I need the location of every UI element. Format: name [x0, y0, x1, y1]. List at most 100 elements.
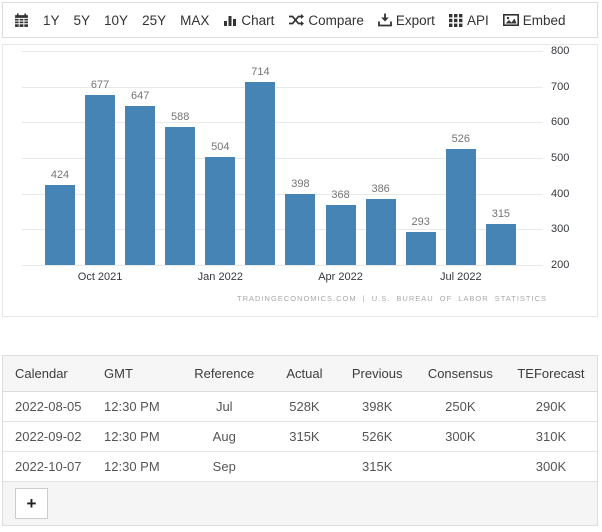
embed-button[interactable]: Embed	[502, 12, 566, 28]
gridline	[22, 122, 543, 124]
table-cell: 12:30 PM	[98, 451, 179, 482]
gridline	[22, 265, 543, 266]
calendar-table-footer: +	[3, 481, 597, 525]
column-header-reference: Reference	[178, 356, 271, 392]
table-cell: Jul	[178, 391, 271, 422]
table-cell: 526K	[338, 421, 416, 452]
bar-oct-2021	[85, 94, 116, 265]
table-cell: 398K	[338, 391, 416, 422]
table-cell: 310K	[504, 421, 597, 452]
range-button-1y[interactable]: 1Y	[43, 12, 60, 28]
embed-button-label: Embed	[522, 12, 566, 28]
api-button[interactable]: API	[448, 12, 489, 28]
bar-value-label: 386	[371, 182, 390, 195]
x-axis-tick: Apr 2022	[318, 271, 363, 283]
table-cell	[270, 451, 339, 482]
range-button-25y[interactable]: 25Y	[142, 12, 167, 28]
range-button-10y[interactable]: 10Y	[104, 12, 129, 28]
table-cell: 12:30 PM	[98, 391, 179, 422]
table-cell: 12:30 PM	[98, 421, 179, 452]
x-axis-tick: Jan 2022	[197, 271, 243, 283]
table-cell: Sep	[178, 451, 271, 482]
bar-value-label: 315	[491, 207, 511, 220]
gridline	[22, 158, 543, 159]
bar-value-label: 504	[211, 140, 230, 153]
bar-jul-2022	[445, 148, 476, 265]
y-axis-tick: 800	[551, 45, 570, 57]
table-cell: 315K	[338, 451, 416, 482]
bar-value-label: 647	[130, 89, 150, 102]
export-button-label: Export	[395, 12, 435, 28]
table-cell	[415, 451, 505, 482]
table-cell: Aug	[178, 421, 271, 452]
compare-icon	[288, 13, 305, 27]
range-button-max[interactable]: MAX	[180, 12, 210, 28]
export-button[interactable]: Export	[378, 13, 435, 28]
column-header-teforecast: TEForecast	[504, 356, 597, 392]
x-axis-tick: Jul 2022	[440, 271, 482, 283]
y-axis-tick: 200	[551, 259, 570, 271]
table-cell: 290K	[504, 391, 597, 422]
y-axis-tick: 600	[551, 116, 570, 129]
api-button-label: API	[466, 12, 489, 28]
calendar-icon	[14, 13, 29, 28]
table-cell: 300K	[415, 421, 505, 452]
bar-value-label: 293	[411, 215, 430, 228]
calendar-table-header: Calendar GMT Reference Actual Previous Consen…	[3, 356, 597, 392]
range-button-5y[interactable]: 5Y	[73, 12, 91, 28]
chart-button-label: Chart	[241, 12, 275, 28]
bar-value-label: 398	[291, 178, 310, 191]
bar-jan-2022	[205, 156, 236, 265]
gridline	[22, 193, 543, 195]
export-icon	[378, 13, 392, 27]
column-header-calendar: Calendar	[3, 356, 99, 392]
payrolls-bar-chart: 424 677 647 588 504 714 398 368 386 293 526 315 Oct …	[2, 44, 598, 317]
chart-attribution: TRADINGECONOMICS.COM | U.S. BUREAU OF LA…	[237, 294, 547, 303]
y-axis-tick: 300	[551, 223, 570, 236]
bar-apr-2022	[325, 205, 356, 265]
calendar-table: Calendar GMT Reference Actual Previous Consen…	[2, 355, 598, 526]
y-axis-tick: 500	[551, 152, 570, 164]
y-axis-tick: 400	[551, 187, 570, 200]
bar-sep-2021	[45, 185, 75, 265]
bar-value-label: 588	[171, 110, 190, 123]
chart-toolbar: 1Y 5Y 10Y 25Y MAX Chart Compare	[2, 2, 598, 38]
y-axis-tick: 700	[551, 80, 570, 93]
bar-feb-2022	[245, 81, 276, 265]
table-row: 2022-08-05 12:30 PM Jul 528K 398K 250K 290K	[3, 391, 597, 422]
bar-nov-2021	[125, 105, 156, 265]
table-cell: 2022-09-02	[3, 421, 99, 452]
chart-plot-area: 424 677 647 588 504 714 398 368 386 293 526 315 Oct …	[22, 51, 543, 283]
bar-chart-icon	[223, 13, 237, 27]
compare-button-label: Compare	[308, 12, 364, 28]
bar-aug-2022	[485, 223, 516, 265]
bar-value-label: 677	[90, 78, 110, 91]
table-cell: 528K	[270, 391, 339, 422]
compare-button[interactable]: Compare	[288, 13, 364, 28]
column-header-consensus: Consensus	[415, 356, 505, 392]
x-axis-tick: Oct 2021	[77, 271, 123, 283]
bar-value-label: 526	[451, 132, 470, 145]
table-cell: 2022-10-07	[3, 451, 99, 482]
table-cell: 250K	[415, 391, 505, 422]
api-icon	[448, 13, 463, 27]
bar-jun-2022	[405, 231, 436, 265]
table-cell: 300K	[504, 451, 597, 482]
table-row: 2022-09-02 12:30 PM Aug 315K 526K 300K 310K	[3, 421, 597, 452]
bar-value-label: 714	[251, 65, 270, 78]
embed-icon	[502, 13, 519, 27]
gridline	[22, 51, 543, 52]
column-header-gmt: GMT	[98, 356, 179, 392]
gridline	[22, 86, 543, 88]
column-header-previous: Previous	[338, 356, 416, 392]
column-header-actual: Actual	[270, 356, 339, 392]
bar-dec-2021	[165, 126, 196, 265]
bar-value-label: 424	[50, 169, 70, 182]
table-cell: 315K	[270, 421, 339, 452]
chart-button[interactable]: Chart	[223, 13, 274, 28]
bar-mar-2022	[285, 194, 316, 265]
calendar-button[interactable]	[14, 13, 29, 28]
gridline	[22, 229, 543, 231]
bar-value-label: 368	[331, 189, 350, 202]
add-calendar-button[interactable]: +	[15, 487, 48, 519]
